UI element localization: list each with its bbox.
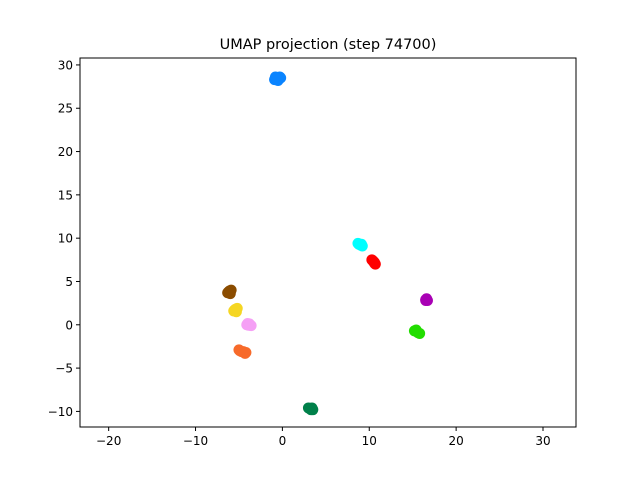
cluster-6-point-4 [231, 302, 243, 314]
cluster-0-point-6 [269, 71, 281, 83]
cluster-2-point-5 [368, 256, 380, 268]
x-tick-label-1: −10 [183, 434, 208, 448]
points-layer [222, 71, 433, 416]
chart-title: UMAP projection (step 74700) [220, 37, 437, 53]
y-tick-label-6: 20 [58, 145, 73, 159]
y-tick-label-5: 15 [58, 188, 73, 202]
cluster-1-point-4 [355, 238, 367, 250]
x-tick-label-2: 0 [279, 434, 287, 448]
y-tick-label-8: 30 [58, 58, 73, 72]
cluster-3-point-3 [420, 295, 432, 307]
plot-frame [79, 57, 577, 428]
cluster-4-point-4 [412, 327, 424, 339]
cluster-8-point-5 [234, 345, 246, 357]
x-axis: −20 −10 0 10 20 30 [96, 427, 551, 448]
y-tick-label-3: 5 [65, 275, 73, 289]
cluster-9-point-4 [306, 402, 318, 414]
x-tick-label-0: −20 [96, 434, 121, 448]
y-tick-label-4: 10 [58, 232, 73, 246]
cluster-5-point-4 [224, 288, 236, 300]
y-tick-label-2: 0 [65, 318, 73, 332]
y-tick-label-7: 25 [58, 102, 73, 116]
y-tick-label-0: −10 [48, 405, 73, 419]
x-tick-label-3: 10 [362, 434, 377, 448]
x-tick-label-4: 20 [448, 434, 463, 448]
y-axis: −10 −5 0 5 10 15 20 25 30 [48, 58, 80, 419]
x-tick-label-5: 30 [535, 434, 550, 448]
y-tick-label-1: −5 [55, 362, 73, 376]
cluster-7-point-4 [242, 317, 254, 329]
